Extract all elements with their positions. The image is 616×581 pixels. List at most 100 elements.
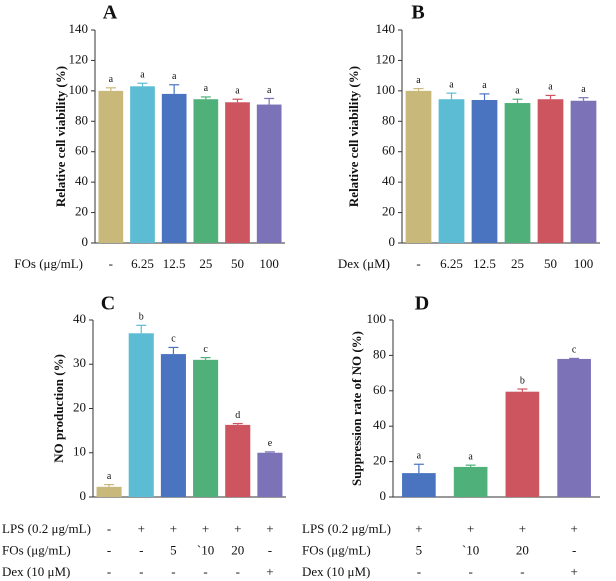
significance-letter: a	[267, 85, 272, 96]
significance-letter: c	[572, 345, 577, 356]
bar	[570, 100, 597, 243]
bar	[504, 103, 531, 244]
significance-letter: a	[204, 83, 209, 94]
y-tick-label: 120	[376, 51, 396, 66]
row-value: -	[139, 542, 143, 557]
row-value: +	[266, 564, 273, 579]
row-value: +	[467, 521, 474, 536]
row-value: +	[570, 564, 577, 579]
bar	[402, 473, 436, 497]
row-value: -	[107, 564, 111, 579]
row-value: -	[520, 564, 524, 579]
y-tick-label: 40	[73, 311, 86, 326]
y-tick-label: 80	[373, 346, 386, 361]
row-value: -	[572, 542, 576, 557]
row-value: -	[203, 564, 207, 579]
y-tick-label: 140	[376, 21, 396, 36]
bar	[160, 354, 186, 497]
y-tick-label: 100	[367, 311, 387, 326]
bar	[557, 358, 591, 497]
bar	[161, 93, 187, 244]
row-label: FOs (μg/mL)	[2, 542, 71, 557]
row-value: -	[236, 564, 240, 579]
y-tick-label: 60	[75, 143, 88, 158]
bar	[257, 452, 283, 497]
y-tick-label: 40	[382, 173, 395, 188]
y-tick-label: 10	[73, 444, 86, 459]
x-tick-label: 12.5	[473, 256, 496, 271]
y-tick-label: 120	[69, 51, 89, 66]
y-tick-label: 0	[389, 234, 396, 249]
panel-title: B	[411, 2, 424, 24]
significance-letter: a	[235, 86, 240, 97]
bar	[537, 99, 564, 243]
bar	[438, 99, 465, 243]
y-tick-label: 20	[382, 204, 395, 219]
significance-letter: a	[107, 471, 112, 482]
row-value: -	[107, 521, 111, 536]
significance-letter: d	[235, 410, 240, 421]
x-axis-label: Dex (μM)	[338, 256, 390, 271]
row-label: LPS (0.2 μg/mL)	[2, 521, 91, 536]
y-axis-label: NO production (%)	[51, 354, 66, 463]
row-value: -	[171, 564, 175, 579]
bar	[453, 466, 488, 497]
row-value: 5	[170, 542, 177, 557]
significance-letter: b	[139, 312, 144, 323]
bar	[96, 486, 122, 497]
row-value: +	[202, 521, 209, 536]
row-value: 20	[231, 542, 244, 557]
significance-letter: a	[581, 84, 586, 95]
bar	[193, 359, 219, 497]
bar	[225, 102, 250, 244]
bar	[505, 391, 540, 497]
significance-letter: a	[548, 82, 553, 93]
significance-letter: a	[468, 451, 473, 462]
bar	[225, 424, 251, 497]
row-value: +	[234, 521, 241, 536]
y-tick-label: 20	[75, 204, 88, 219]
x-tick-label: 100	[574, 256, 594, 271]
y-tick-label: 40	[373, 417, 386, 432]
y-tick-label: 0	[380, 488, 387, 503]
row-value: -	[107, 542, 111, 557]
bar	[256, 104, 282, 243]
y-tick-label: 30	[73, 355, 86, 370]
bar	[130, 86, 155, 244]
bar	[98, 90, 124, 243]
y-axis-label: Relative cell viability (%)	[346, 66, 361, 207]
significance-letter: c	[203, 344, 208, 355]
row-value: -	[417, 564, 421, 579]
significance-letter: a	[416, 75, 421, 86]
x-tick-label: 6.25	[440, 256, 463, 271]
row-label: Dex (10 μM)	[302, 564, 370, 579]
bar	[193, 99, 219, 243]
x-tick-label: 100	[259, 256, 279, 271]
row-value: -	[139, 564, 143, 579]
x-tick-label: 50	[544, 256, 557, 271]
row-value: -	[468, 564, 472, 579]
row-value: +	[415, 521, 422, 536]
y-axis-label: Relative cell viability (%)	[53, 66, 68, 207]
row-value: +	[570, 521, 577, 536]
y-tick-label: 40	[75, 173, 88, 188]
x-tick-label: 6.25	[131, 256, 154, 271]
significance-letter: a	[140, 70, 145, 81]
y-tick-label: 20	[373, 453, 386, 468]
row-value: -	[268, 542, 272, 557]
x-tick-label: -	[416, 256, 420, 271]
significance-letter: c	[171, 334, 176, 345]
y-tick-label: 60	[373, 382, 386, 397]
significance-letter: a	[449, 79, 454, 90]
row-value: +	[170, 521, 177, 536]
significance-letter: a	[515, 86, 520, 97]
x-tick-label: 25	[511, 256, 524, 271]
bar	[128, 333, 154, 497]
significance-letter: a	[109, 74, 114, 85]
row-value: +	[266, 521, 273, 536]
significance-letter: b	[520, 375, 525, 386]
panel-title: D	[415, 293, 429, 315]
panel-title: A	[103, 2, 118, 24]
y-tick-label: 100	[69, 82, 89, 97]
